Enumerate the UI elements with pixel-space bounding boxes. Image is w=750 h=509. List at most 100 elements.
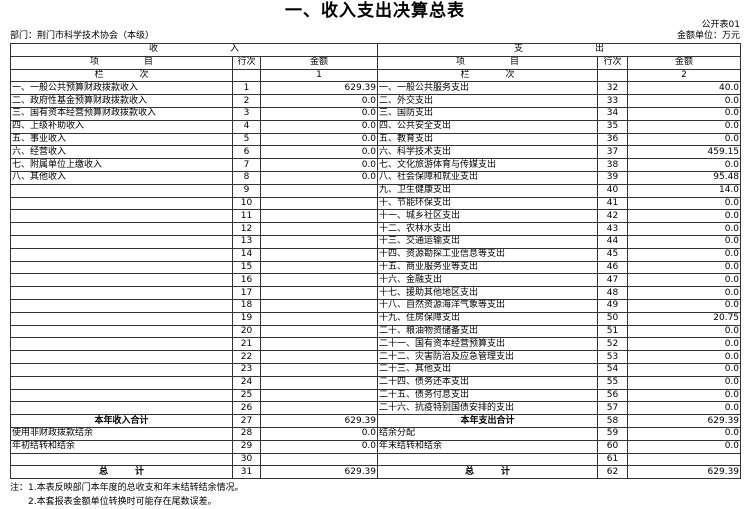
expense-item: 十四、资源勘探工业信息等支出 bbox=[377, 247, 599, 262]
income-item bbox=[10, 286, 233, 300]
income-line-no: 21 bbox=[232, 337, 261, 352]
page-title: 一、收入支出决算总表 bbox=[285, 1, 465, 21]
table-row: 12 十二、农林水支出 43 0.0 bbox=[10, 222, 742, 236]
income-amount bbox=[259, 209, 379, 224]
expense-line-no: 49 bbox=[597, 298, 629, 313]
expense-item: 结余分配 bbox=[377, 426, 599, 441]
income-amount: 0.0 bbox=[259, 145, 379, 160]
department: 部门：荆门市科学技术协会（本级） bbox=[10, 31, 155, 41]
expense-item: 十九、住房保障支出 bbox=[377, 311, 599, 326]
income-amount bbox=[259, 234, 379, 249]
income-item: 本年收入合计 bbox=[10, 414, 233, 428]
table-row: 四、上级补助收入 4 0.0 四、公共安全支出 35 0.0 bbox=[10, 119, 742, 134]
note-2: 2.本套报表金额单位转换时可能存在尾数误差。 bbox=[10, 497, 217, 507]
income-amount: 0.0 bbox=[259, 158, 379, 172]
table-row: 23 二十三、其他支出 54 0.0 bbox=[10, 362, 742, 377]
table-row: 25 二十五、债务付息支出 56 0.0 bbox=[10, 388, 742, 403]
expense-item: 十五、商业服务业等支出 bbox=[377, 260, 599, 275]
income-amount bbox=[259, 196, 379, 211]
column-header-row: 项 目 行次 金额 项 目 行次 金额 bbox=[10, 55, 742, 70]
income-amount: 0.0 bbox=[259, 439, 379, 454]
expense-line-no: 43 bbox=[597, 222, 629, 236]
expense-column-index: 2 bbox=[627, 68, 742, 83]
income-amount bbox=[259, 401, 379, 416]
income-amount: 0.0 bbox=[259, 119, 379, 134]
expense-item: 十二、农林水支出 bbox=[377, 222, 599, 236]
table-row: 使用非财政拨款结余 28 0.0 结余分配 59 0.0 bbox=[10, 426, 742, 441]
expense-line-no: 52 bbox=[597, 337, 629, 352]
expense-amount-header: 金额 bbox=[627, 55, 742, 70]
income-amount bbox=[259, 183, 379, 198]
empty-cell bbox=[597, 68, 629, 83]
expense-amount: 0.0 bbox=[627, 350, 742, 364]
expense-item: 本年支出合计 bbox=[377, 414, 599, 428]
income-amount bbox=[259, 298, 379, 313]
expense-amount: 0.0 bbox=[627, 401, 742, 416]
expense-line-no: 42 bbox=[597, 209, 629, 224]
expense-line-header: 行次 bbox=[597, 55, 629, 70]
income-line-no: 8 bbox=[232, 170, 261, 185]
table-row: 17 十七、援助其他地区支出 48 0.0 bbox=[10, 286, 742, 300]
expense-amount: 629.39 bbox=[627, 465, 742, 480]
expense-item: 六、科学技术支出 bbox=[377, 145, 599, 160]
income-line-no: 1 bbox=[232, 81, 261, 96]
income-line-no: 6 bbox=[232, 145, 261, 160]
income-item: 年初结转和结余 bbox=[10, 439, 233, 454]
expense-item: 二十三、其他支出 bbox=[377, 362, 599, 377]
income-line-no: 25 bbox=[232, 388, 261, 403]
income-line-no: 14 bbox=[232, 247, 261, 262]
income-amount: 0.0 bbox=[259, 94, 379, 108]
income-amount: 0.0 bbox=[259, 106, 379, 121]
income-amount: 629.39 bbox=[259, 465, 379, 480]
expense-amount: 0.0 bbox=[627, 234, 742, 249]
expense-line-no: 53 bbox=[597, 350, 629, 364]
table-row: 三、国有资本经营预算财政拨款收入 3 0.0 三、国防支出 34 0.0 bbox=[10, 106, 742, 121]
expense-line-no: 60 bbox=[597, 439, 629, 454]
income-amount bbox=[259, 222, 379, 236]
expense-line-no: 50 bbox=[597, 311, 629, 326]
expense-amount: 0.0 bbox=[627, 209, 742, 224]
income-item bbox=[10, 452, 233, 467]
income-line-no: 16 bbox=[232, 273, 261, 288]
table-row: 本年收入合计 27 629.39 本年支出合计 58 629.39 bbox=[10, 414, 742, 428]
notes: 注：1.本表反映部门本年度的总收支和年末结转结余情况。 2.本套报表金额单位转换… bbox=[10, 481, 244, 509]
expense-item: 二十五、债务付息支出 bbox=[377, 388, 599, 403]
income-line-no: 5 bbox=[232, 132, 261, 147]
expense-line-no: 51 bbox=[597, 324, 629, 339]
income-amount bbox=[259, 375, 379, 390]
table-row: 16 十六、金融支出 47 0.0 bbox=[10, 273, 742, 288]
income-column-label: 栏 次 bbox=[10, 68, 233, 83]
expense-item-header: 项 目 bbox=[377, 55, 599, 70]
expense-item: 二十四、债务还本支出 bbox=[377, 375, 599, 390]
income-line-no: 27 bbox=[232, 414, 261, 428]
income-item bbox=[10, 183, 233, 198]
income-line-no: 23 bbox=[232, 362, 261, 377]
expense-amount: 629.39 bbox=[627, 414, 742, 428]
expense-line-no: 33 bbox=[597, 94, 629, 108]
income-amount: 0.0 bbox=[259, 170, 379, 185]
income-amount bbox=[259, 350, 379, 364]
table-row: 24 二十四、债务还本支出 55 0.0 bbox=[10, 375, 742, 390]
section-header-row: 收 入 支 出 bbox=[9, 43, 742, 57]
income-item: 二、政府性基金预算财政拨款收入 bbox=[10, 94, 233, 108]
expense-item: 十六、金融支出 bbox=[377, 273, 599, 288]
expense-line-no: 55 bbox=[597, 375, 629, 390]
income-line-no: 2 bbox=[232, 94, 261, 108]
expense-amount: 40.0 bbox=[627, 81, 742, 96]
expense-item: 十七、援助其他地区支出 bbox=[377, 286, 599, 300]
expense-line-no: 62 bbox=[597, 465, 629, 480]
expense-line-no: 56 bbox=[597, 388, 629, 403]
table-row: 六、经营收入 6 0.0 六、科学技术支出 37 459.15 bbox=[10, 145, 742, 160]
table-row: 13 十三、交通运输支出 44 0.0 bbox=[10, 234, 742, 249]
expense-item: 十三、交通运输支出 bbox=[377, 234, 599, 249]
expense-line-no: 40 bbox=[597, 183, 629, 198]
income-line-no: 17 bbox=[232, 286, 261, 300]
income-line-no: 22 bbox=[232, 350, 261, 364]
income-item-header: 项 目 bbox=[10, 55, 233, 70]
table-row: 30 61 bbox=[10, 452, 742, 467]
table-row: 18 十八、自然资源海洋气象等支出 49 0.0 bbox=[10, 298, 742, 313]
income-line-no: 9 bbox=[232, 183, 261, 198]
income-line-no: 30 bbox=[232, 452, 261, 467]
income-amount bbox=[259, 388, 379, 403]
table-row: 一、一般公共预算财政拨款收入 1 629.39 一、一般公共服务支出 32 40.0 bbox=[10, 81, 742, 96]
